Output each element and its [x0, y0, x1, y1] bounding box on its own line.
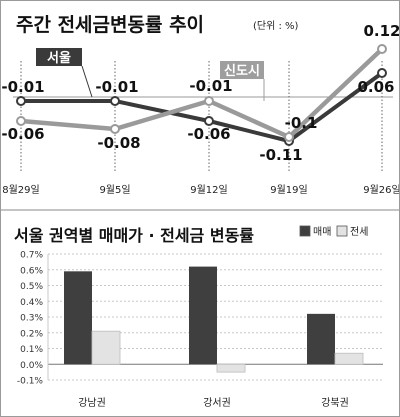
data-point: [16, 116, 26, 126]
y-tick-label: 0.5%: [20, 282, 43, 292]
legend-swatch-매매: [299, 225, 311, 237]
bar-전세: [216, 363, 246, 373]
data-label: -0.1: [285, 114, 318, 132]
data-label: -0.11: [259, 146, 302, 164]
legend-label: 신도시: [224, 64, 260, 79]
y-tick-label: 0.7%: [20, 251, 43, 261]
legend-label: 서울: [47, 50, 71, 66]
data-label: -0.08: [97, 134, 140, 152]
y-tick-label: 0.1%: [20, 345, 43, 355]
x-tick-label: 8월29일: [2, 184, 40, 196]
data-point: [204, 116, 214, 126]
y-tick-label: 0.2%: [20, 329, 43, 339]
x-tick-label: 9월26일: [363, 184, 399, 196]
y-tick-label: 0.3%: [20, 314, 43, 324]
data-label: -0.06: [1, 125, 44, 143]
data-label: -0.06: [187, 125, 230, 143]
data-label: 0.12: [363, 22, 399, 40]
data-point: [377, 68, 387, 78]
legend-tag-신도시: [220, 61, 264, 79]
x-tick-label: 9월19일: [270, 184, 308, 196]
bar-chart: 매매 전세 0.7% 0.6% 0.5% 0.4% 0.3% 0.2% 0.1% 0.0% -0.1…: [17, 225, 383, 409]
data-point: [110, 124, 120, 134]
legend-swatch-전세: [336, 225, 348, 237]
legend-leader-line: [81, 65, 93, 98]
bar-매매: [64, 271, 92, 365]
data-point: [377, 44, 387, 54]
bar-전세: [91, 330, 121, 365]
data-label: 0.06: [357, 78, 394, 96]
data-label: -0.01: [189, 77, 232, 95]
data-point: [16, 96, 26, 106]
bar-매매: [189, 266, 217, 365]
data-point: [204, 96, 214, 106]
x-tick-label: 9월5일: [99, 184, 130, 196]
y-tick-label: 0.6%: [20, 266, 43, 276]
legend-label: 매매: [313, 226, 331, 238]
legend-label: 전세: [350, 226, 368, 238]
data-point: [284, 132, 294, 142]
bar-전세: [334, 352, 364, 365]
bar-chart-title: 서울 권역별 매매가 · 전세금 변동률: [14, 226, 254, 245]
data-point: [110, 96, 120, 106]
legend-tag-서울: [36, 48, 82, 66]
data-label: -0.01: [1, 78, 44, 96]
x-tick-label: 강북권: [321, 397, 349, 409]
x-tick-label: 강서권: [203, 397, 231, 409]
line-chart-unit: (단위 : %): [253, 19, 299, 32]
y-tick-label: 0.4%: [20, 298, 43, 308]
data-label: -0.01: [95, 78, 138, 96]
y-tick-label: -0.1%: [17, 377, 44, 387]
bar-매매: [307, 313, 335, 365]
y-tick-label: 0.0%: [20, 361, 43, 371]
x-tick-label: 강남권: [78, 397, 106, 409]
line-chart-title: 주간 전세금변동률 추이: [16, 14, 204, 36]
x-tick-label: 9월12일: [190, 184, 228, 196]
